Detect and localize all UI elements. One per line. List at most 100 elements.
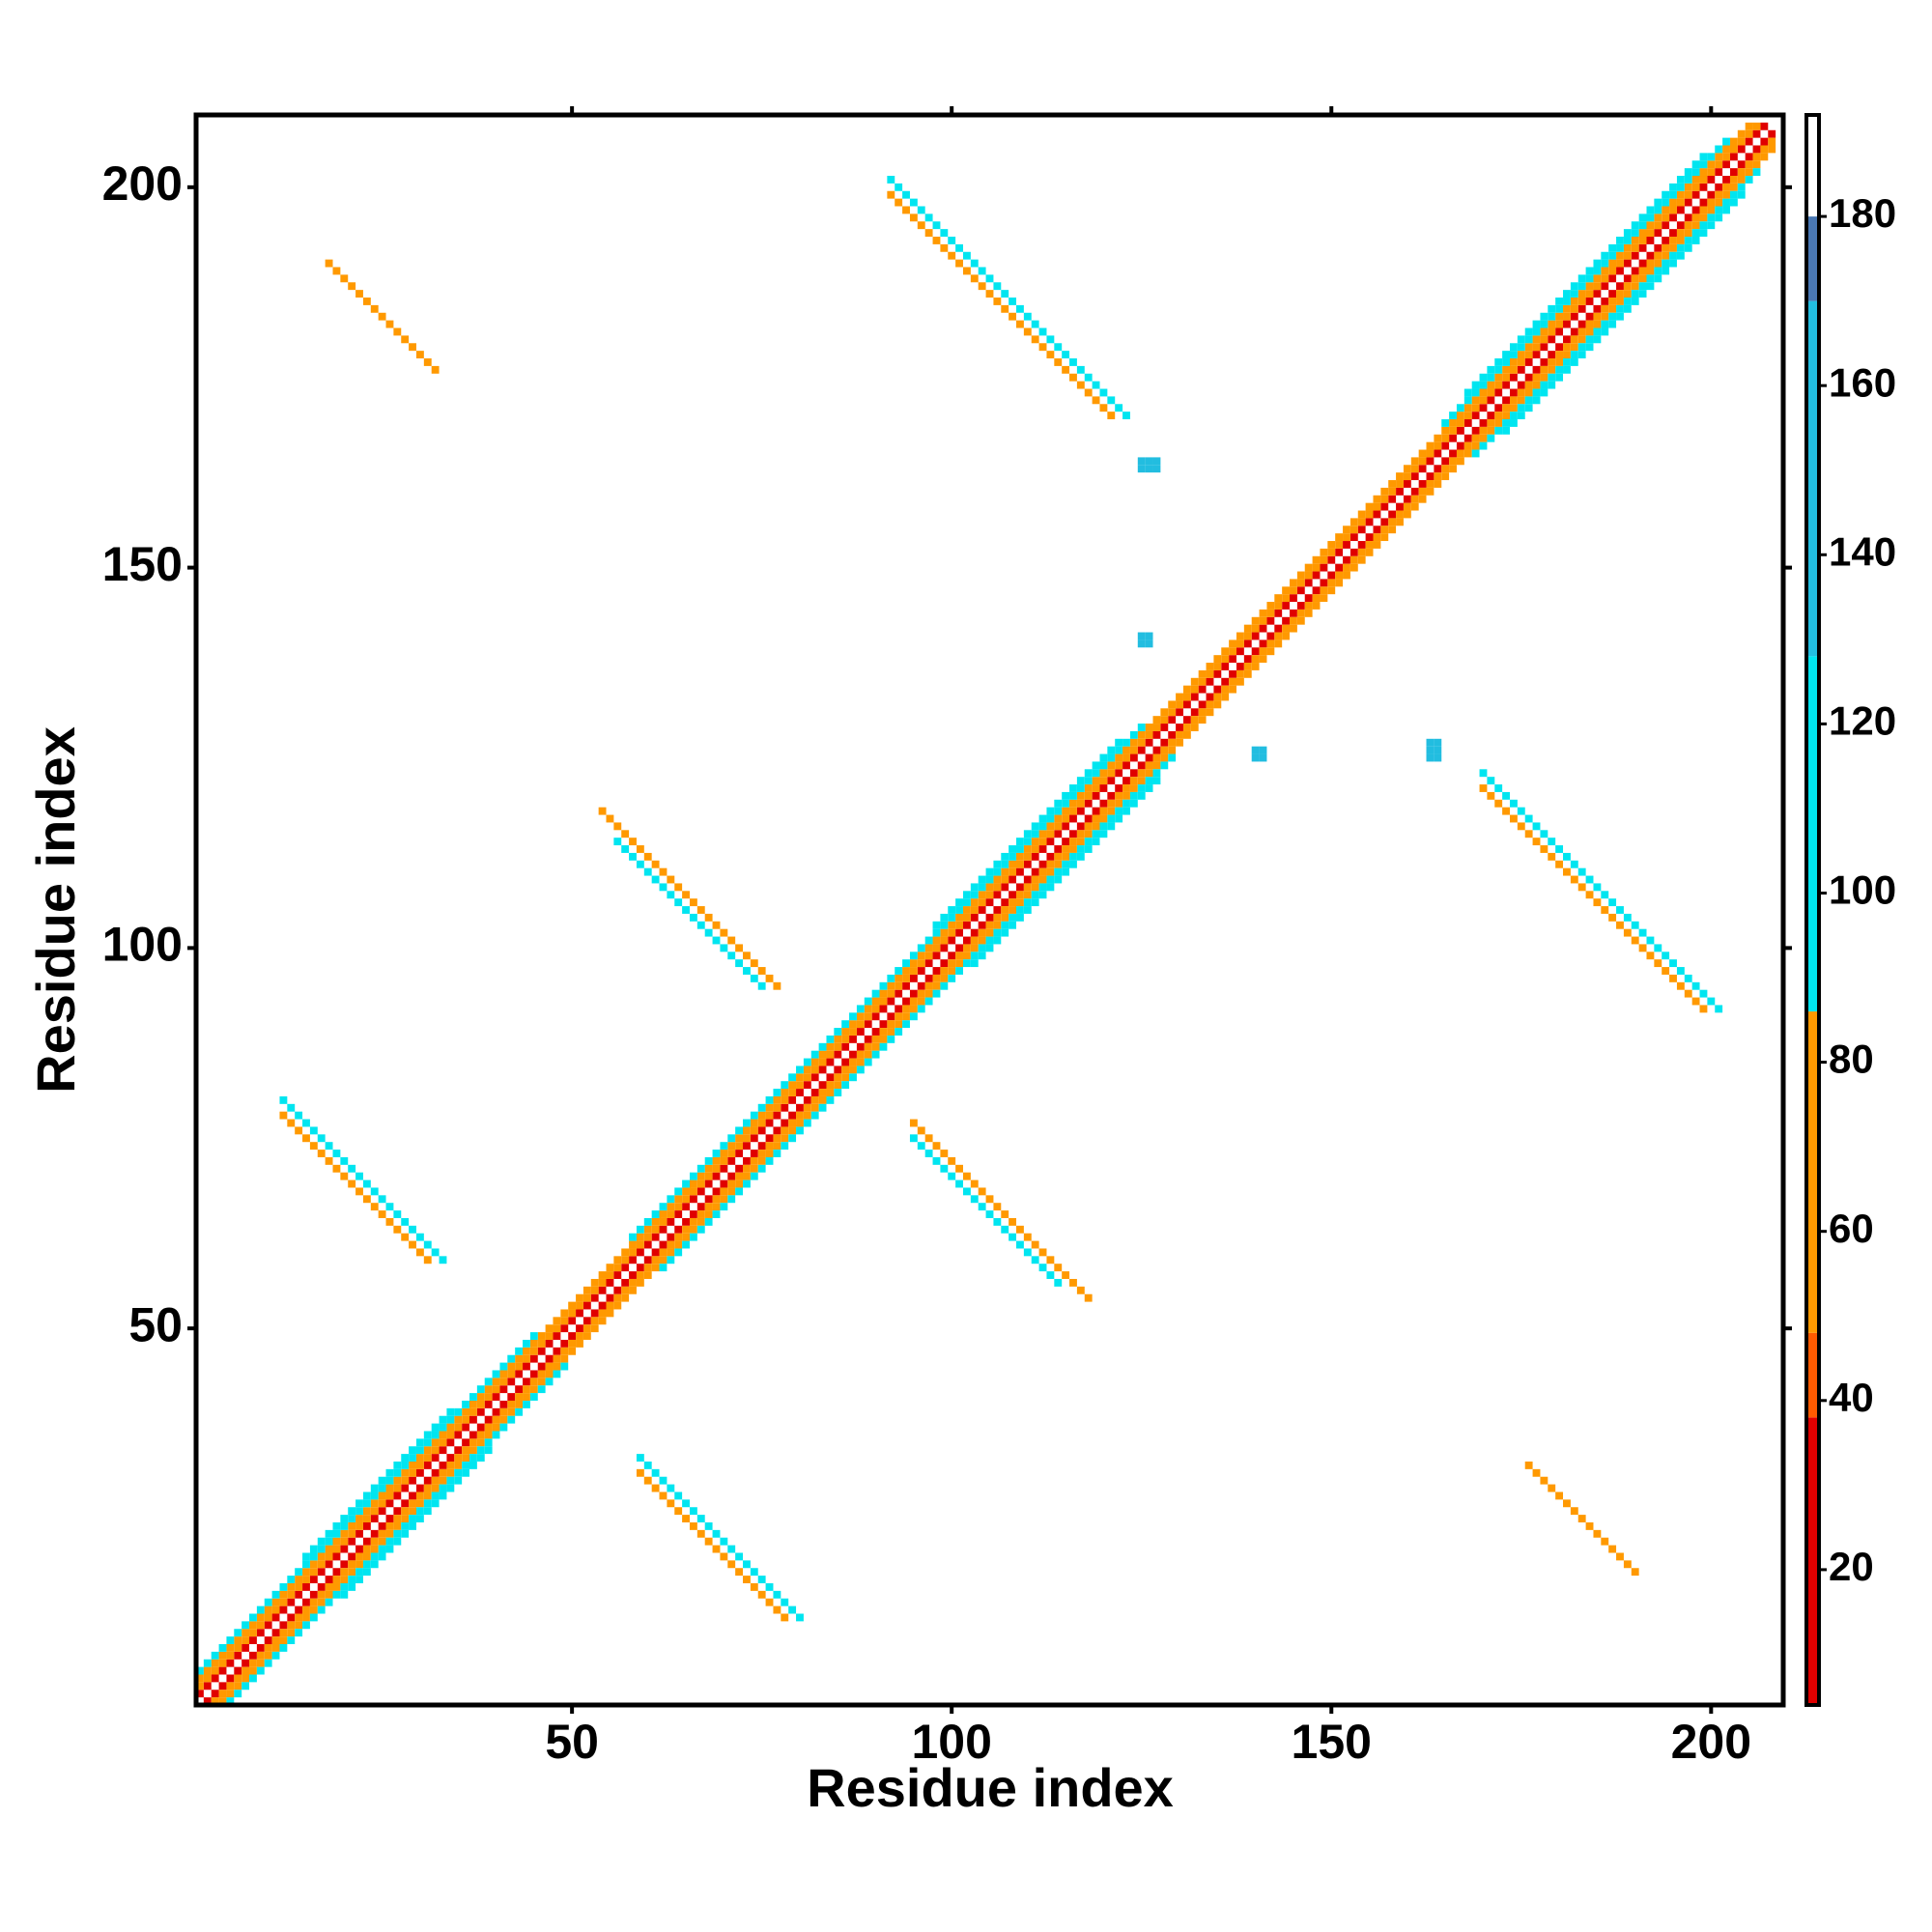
contact-cell [727, 1134, 736, 1143]
contact-cell [1380, 502, 1389, 511]
contact-cell [651, 1264, 660, 1272]
contact-cell [423, 1484, 432, 1492]
contact-cell [1601, 304, 1609, 313]
contact-cell [348, 1568, 356, 1577]
contact-cell [1259, 609, 1267, 617]
contact-cell [1684, 229, 1692, 238]
contact-cell [484, 1438, 493, 1447]
contact-cell [1540, 365, 1548, 374]
contact-cell [993, 936, 1002, 945]
contact-cell [476, 1407, 485, 1416]
contact-cell [1662, 206, 1670, 214]
contact-cell [1676, 967, 1685, 975]
contact-cell [856, 1065, 865, 1074]
contact-cell [1251, 624, 1260, 633]
contact-cell [720, 1164, 728, 1173]
contact-cell [1608, 913, 1617, 922]
contact-cell [1540, 358, 1548, 366]
contact-cell [1115, 814, 1123, 823]
contact-cell [1631, 229, 1639, 238]
contact-cell [773, 1142, 781, 1151]
contact-cell [1001, 906, 1009, 914]
contact-cell [1662, 952, 1670, 960]
contact-cell [796, 1089, 804, 1096]
contact-cell [1062, 852, 1070, 861]
contact-cell [1540, 830, 1548, 838]
contact-cell [940, 913, 949, 922]
contact-cell [1107, 746, 1116, 754]
contact-cell [439, 1256, 447, 1264]
contact-cell [955, 243, 963, 252]
contact-cell [1631, 290, 1639, 298]
contact-cell [1296, 609, 1305, 617]
contact-cell [757, 1576, 766, 1583]
contact-cell [287, 1590, 296, 1599]
contact-cell [499, 1400, 508, 1408]
contact-cell [1129, 799, 1138, 808]
contact-cell [1463, 434, 1472, 442]
contact-cell [1616, 1552, 1624, 1561]
contact-cell [401, 1233, 410, 1241]
contact-cell [970, 898, 979, 907]
contact-cell [689, 898, 697, 907]
contact-cell [636, 1240, 644, 1249]
contact-cell [659, 1225, 668, 1234]
contact-cell [962, 952, 971, 960]
contact-cell [515, 1347, 524, 1355]
contact-cell [895, 1012, 903, 1021]
contact-cell [423, 1507, 432, 1516]
contact-cell [439, 1484, 447, 1492]
contact-cell [985, 944, 994, 952]
contact-cell [636, 1264, 644, 1272]
contact-cell [735, 959, 744, 968]
contact-cell [1320, 555, 1328, 564]
contact-cell [720, 1150, 728, 1157]
contact-cell [1487, 381, 1495, 389]
contact-cell [1555, 373, 1564, 382]
contact-cell [529, 1339, 538, 1348]
contact-cell [788, 1095, 797, 1104]
contact-cell [773, 1111, 781, 1120]
contact-cell [1137, 761, 1146, 770]
contact-cell [1691, 168, 1700, 177]
contact-cell [1023, 891, 1032, 899]
contact-cell [393, 1225, 402, 1234]
contact-cell [409, 1468, 416, 1477]
contact-cell [948, 921, 956, 929]
contact-cell [909, 974, 918, 982]
contact-cell [978, 883, 986, 892]
contact-cell [469, 1415, 477, 1424]
contact-cell [576, 1324, 583, 1333]
contact-cell [1616, 921, 1624, 929]
contact-cell [529, 1370, 538, 1378]
contact-cell [1350, 548, 1358, 556]
contact-cell [781, 1103, 789, 1112]
contact-cell [970, 952, 979, 960]
contact-cell [1707, 176, 1716, 184]
contact-cell [234, 1682, 242, 1690]
contact-cell [765, 1111, 774, 1120]
contact-cell [834, 1028, 842, 1036]
contact-cell [545, 1339, 554, 1348]
contact-cell [484, 1385, 493, 1394]
contact-cell [439, 1431, 447, 1439]
contact-cell [826, 1073, 835, 1082]
contact-cell [985, 867, 994, 876]
contact-cell [469, 1393, 477, 1401]
contact-cell [1129, 784, 1138, 792]
contact-cell [1593, 282, 1602, 291]
contact-cell [1304, 571, 1313, 580]
contact-cell [788, 1119, 797, 1127]
contact-cell [765, 974, 774, 982]
contact-cell [849, 1035, 857, 1043]
contact-cell [1251, 632, 1260, 640]
contact-cell [948, 959, 956, 968]
contact-cell [1213, 655, 1222, 664]
contact-cell [370, 304, 379, 313]
contact-cell [743, 967, 751, 975]
contact-cell [598, 807, 607, 815]
contact-cell [1229, 639, 1236, 648]
contact-cell [1426, 487, 1435, 496]
contact-cell [309, 1568, 318, 1577]
contact-cell [1715, 153, 1723, 161]
